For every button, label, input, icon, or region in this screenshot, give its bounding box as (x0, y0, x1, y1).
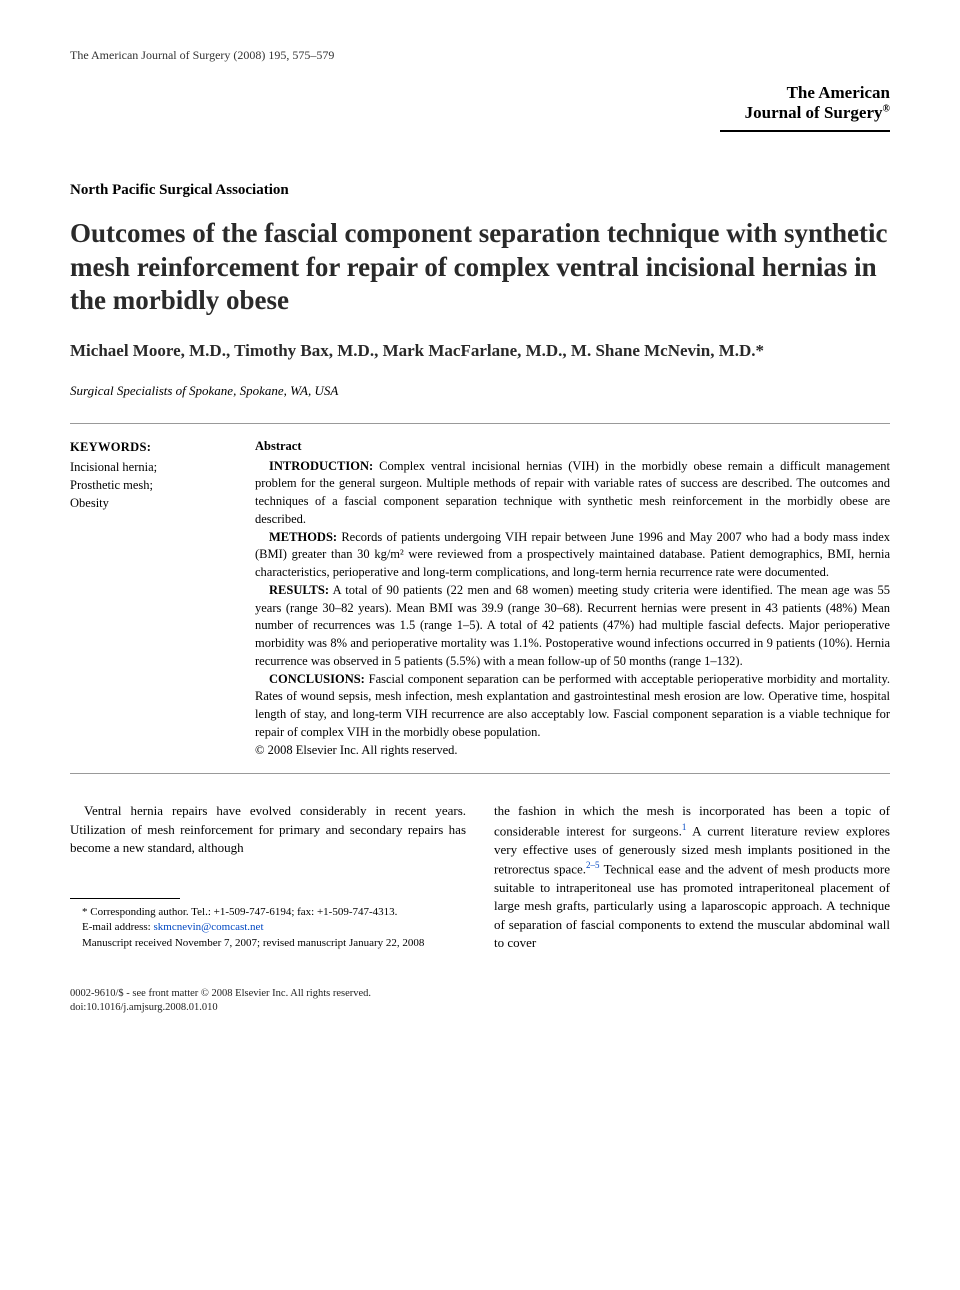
body-col-left: Ventral hernia repairs have evolved cons… (70, 802, 466, 952)
brand-line2: Journal of Surgery® (70, 103, 890, 123)
keywords-heading: KEYWORDS: (70, 438, 225, 456)
brand-mark: ® (883, 104, 890, 115)
body-col-right: the fashion in which the mesh is incorpo… (494, 802, 890, 952)
footnote-corresponding: * Corresponding author. Tel.: +1-509-747… (70, 905, 466, 920)
brand-line1: The American (70, 83, 890, 103)
doi-line: doi:10.1016/j.amjsurg.2008.01.010 (70, 1001, 890, 1016)
ref-link[interactable]: 2–5 (586, 860, 600, 870)
body-para: the fashion in which the mesh is incorpo… (494, 802, 890, 952)
keyword-item: Obesity (70, 494, 225, 512)
footnote-rule (70, 898, 180, 899)
footnote-manuscript: Manuscript received November 7, 2007; re… (70, 936, 466, 951)
abstract-intro: INTRODUCTION: Complex ventral incisional… (255, 458, 890, 529)
abstract-conclusions: CONCLUSIONS: Fascial component separatio… (255, 671, 890, 742)
abstract-methods: METHODS: Records of patients undergoing … (255, 529, 890, 582)
section-label: North Pacific Surgical Association (70, 182, 890, 199)
authors: Michael Moore, M.D., Timothy Bax, M.D., … (70, 340, 890, 363)
bottom-meta: 0002-9610/$ - see front matter © 2008 El… (70, 987, 890, 1016)
abstract-column: Abstract INTRODUCTION: Complex ventral i… (255, 438, 890, 760)
footnote-email: E-mail address: skmcnevin@comcast.net (70, 920, 466, 935)
keywords-column: KEYWORDS: Incisional hernia; Prosthetic … (70, 438, 225, 760)
body-columns: Ventral hernia repairs have evolved cons… (70, 802, 890, 952)
email-link[interactable]: skmcnevin@comcast.net (153, 921, 263, 933)
abstract-block: KEYWORDS: Incisional hernia; Prosthetic … (70, 423, 890, 775)
article-title: Outcomes of the fascial component separa… (70, 217, 890, 318)
affiliation: Surgical Specialists of Spokane, Spokane… (70, 383, 890, 399)
running-head: The American Journal of Surgery (2008) 1… (70, 48, 890, 63)
abstract-results: RESULTS: A total of 90 patients (22 men … (255, 582, 890, 671)
body-para: Ventral hernia repairs have evolved cons… (70, 802, 466, 857)
keyword-item: Incisional hernia; (70, 458, 225, 476)
front-matter-line: 0002-9610/$ - see front matter © 2008 El… (70, 987, 890, 1002)
brand-rule (720, 130, 890, 132)
footnotes: * Corresponding author. Tel.: +1-509-747… (70, 905, 466, 951)
journal-brand: The American Journal of Surgery® (70, 83, 890, 124)
abstract-copyright: © 2008 Elsevier Inc. All rights reserved… (255, 742, 890, 760)
keyword-item: Prosthetic mesh; (70, 476, 225, 494)
abstract-heading: Abstract (255, 438, 890, 456)
